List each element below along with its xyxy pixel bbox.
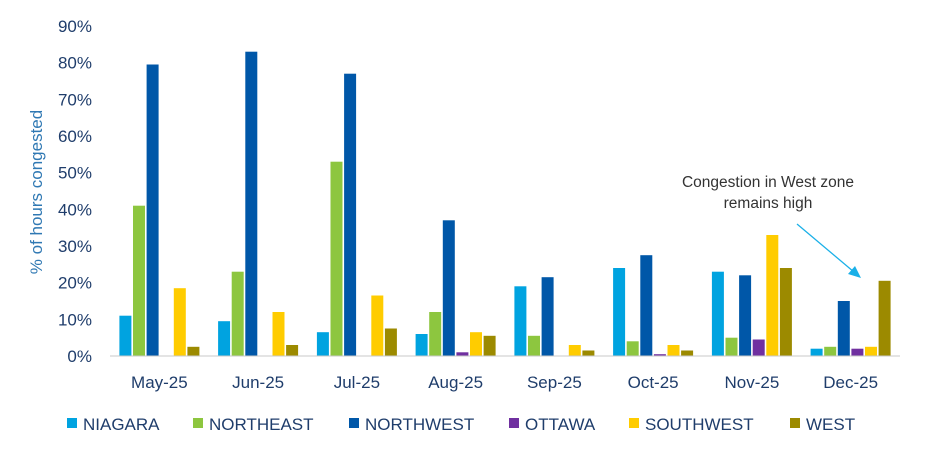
bar-northeast-nov-25	[725, 337, 738, 356]
bar-west-nov-25	[779, 268, 792, 356]
bar-northeast-jun-25	[231, 271, 244, 356]
bar-west-sep-25	[582, 350, 595, 356]
legend-label-west: WEST	[806, 415, 855, 434]
y-tick-label: 90%	[58, 17, 92, 36]
x-tick-label: Oct-25	[628, 373, 679, 392]
legend-swatch-niagara	[67, 418, 77, 428]
bar-ottawa-aug-25	[456, 352, 469, 356]
bar-northeast-aug-25	[429, 312, 442, 356]
x-tick-label: Jun-25	[232, 373, 284, 392]
x-tick-label: Nov-25	[724, 373, 779, 392]
y-axis-label: % of hours congested	[27, 110, 46, 274]
legend-swatch-west	[790, 418, 800, 428]
y-tick-label: 80%	[58, 54, 92, 73]
bar-southwest-dec-25	[865, 346, 877, 356]
x-tick-label: Sep-25	[527, 373, 582, 392]
x-tick-label: May-25	[131, 373, 188, 392]
legend-swatch-southwest	[629, 418, 639, 428]
bar-northeast-sep-25	[528, 335, 540, 356]
bar-southwest-oct-25	[667, 345, 680, 356]
bar-niagara-nov-25	[711, 271, 724, 356]
bar-southwest-may-25	[173, 288, 186, 356]
y-tick-label: 0%	[67, 347, 92, 366]
bar-northeast-dec-25	[824, 346, 837, 356]
bar-northwest-jun-25	[245, 51, 258, 356]
x-tick-label: Jul-25	[334, 373, 380, 392]
annotation: Congestion in West zone remains high	[682, 174, 861, 278]
bar-northwest-oct-25	[640, 255, 653, 356]
y-tick-label: 30%	[58, 237, 92, 256]
bar-ottawa-dec-25	[851, 348, 864, 356]
bar-west-aug-25	[483, 335, 496, 356]
bar-ottawa-oct-25	[653, 354, 666, 356]
bar-northwest-may-25	[146, 64, 159, 356]
bar-southwest-nov-25	[766, 235, 779, 356]
bar-southwest-jul-25	[371, 295, 384, 356]
bar-niagara-jul-25	[316, 332, 329, 356]
annotation-arrowhead	[848, 266, 861, 278]
x-tick-label: Aug-25	[428, 373, 483, 392]
bar-west-dec-25	[878, 280, 891, 356]
bar-west-jul-25	[384, 328, 397, 356]
y-tick-label: 40%	[58, 200, 92, 219]
bar-niagara-sep-25	[514, 286, 527, 356]
legend-label-niagara: NIAGARA	[83, 415, 160, 434]
x-tick-label: Dec-25	[823, 373, 878, 392]
bars	[119, 51, 891, 356]
x-axis-ticks: May-25 Jun-25 Jul-25 Aug-25 Sep-25 Oct-25 Nov-…	[131, 373, 878, 392]
bar-niagara-may-25	[119, 315, 132, 356]
legend-swatch-ottawa	[509, 418, 519, 428]
bar-northeast-jul-25	[330, 161, 343, 356]
bar-southwest-sep-25	[568, 345, 581, 356]
annotation-line-1: Congestion in West zone	[682, 174, 854, 191]
y-tick-label: 60%	[58, 127, 92, 146]
bar-west-jun-25	[286, 345, 299, 356]
annotation-line-2: remains high	[724, 195, 813, 212]
annotation-arrow-line	[796, 223, 855, 273]
legend-label-northwest: NORTHWEST	[365, 415, 474, 434]
bar-southwest-aug-25	[470, 332, 482, 356]
legend-label-northeast: NORTHEAST	[209, 415, 314, 434]
bar-northwest-sep-25	[541, 277, 554, 356]
bar-northwest-nov-25	[739, 275, 752, 356]
y-tick-label: 20%	[58, 274, 92, 293]
y-axis-ticks: 0% 10% 20% 30% 40% 50% 60% 70% 80% 90%	[58, 17, 92, 366]
bar-northwest-dec-25	[837, 301, 850, 356]
y-tick-label: 50%	[58, 164, 92, 183]
bar-niagara-oct-25	[613, 268, 626, 356]
bar-west-may-25	[187, 346, 200, 356]
bar-niagara-dec-25	[810, 348, 823, 356]
legend-label-ottawa: OTTAWA	[525, 415, 596, 434]
legend-label-southwest: SOUTHWEST	[645, 415, 754, 434]
y-tick-label: 10%	[58, 310, 92, 329]
bar-west-oct-25	[681, 350, 694, 356]
bar-northwest-aug-25	[442, 220, 455, 356]
legend-swatch-northeast	[193, 418, 203, 428]
bar-niagara-jun-25	[218, 321, 231, 356]
bar-northwest-jul-25	[344, 73, 357, 356]
bar-northeast-oct-25	[626, 341, 639, 356]
y-tick-label: 70%	[58, 90, 92, 109]
legend-swatch-northwest	[349, 418, 359, 428]
bar-southwest-jun-25	[272, 312, 285, 356]
bar-ottawa-nov-25	[752, 339, 765, 356]
legend: NIAGARA NORTHEAST NORTHWEST OTTAWA SOUTHWEST…	[67, 415, 855, 434]
bar-niagara-aug-25	[415, 334, 428, 356]
bar-northeast-may-25	[133, 205, 145, 356]
